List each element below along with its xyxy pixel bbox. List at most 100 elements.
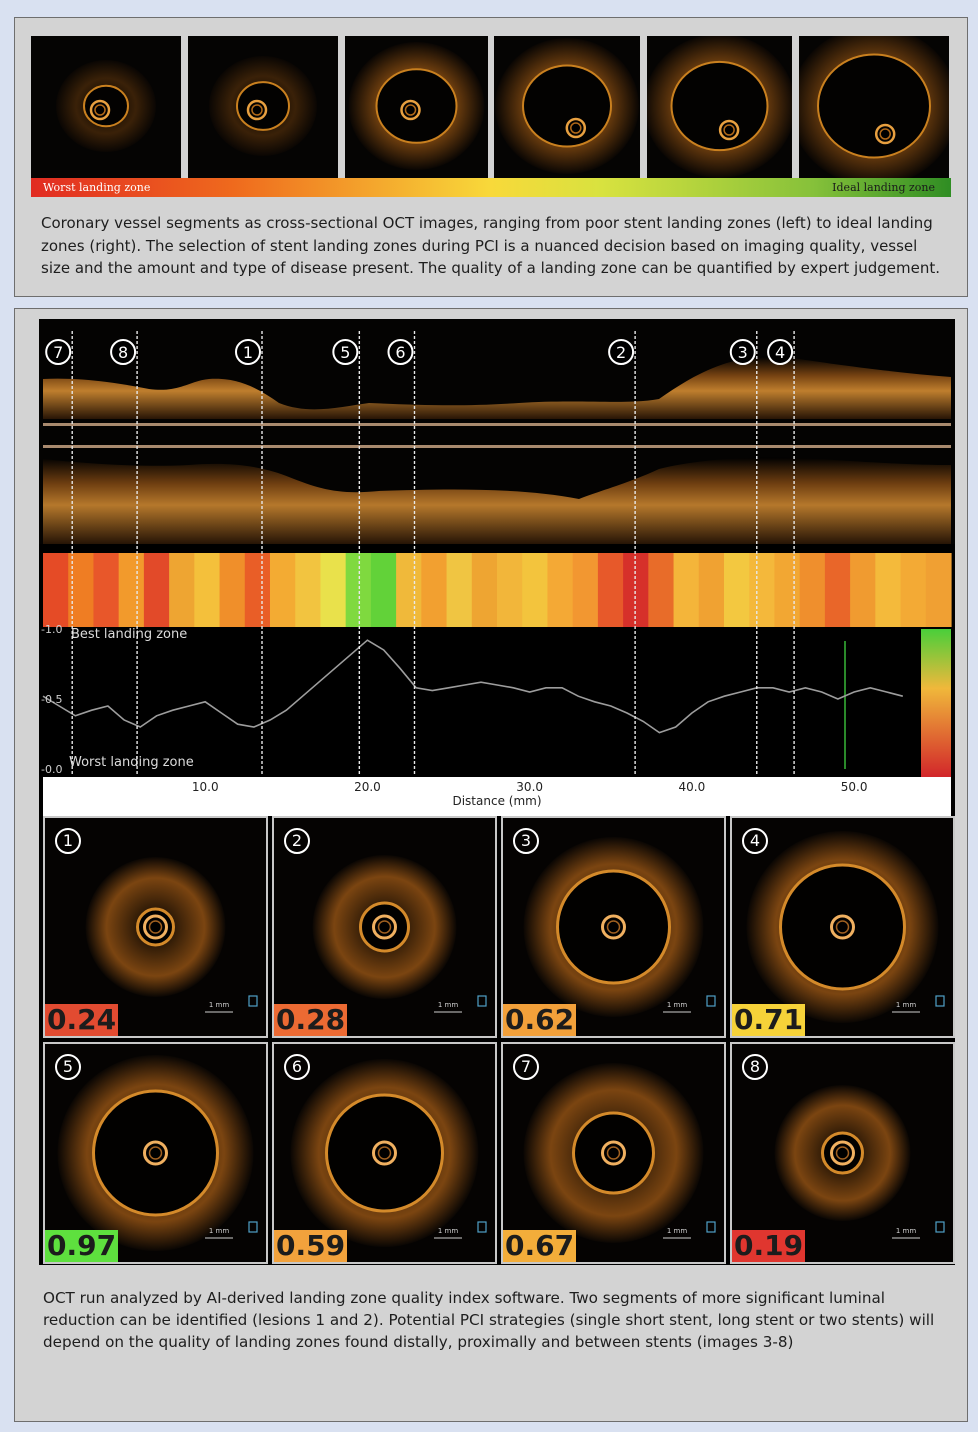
catheter-ring: [601, 914, 626, 940]
tile-number-circle: 6: [284, 1054, 310, 1080]
heatmap-cell: [446, 553, 473, 627]
vendor-logo-icon: [477, 1221, 487, 1233]
heatmap-cell: [925, 553, 952, 627]
oct-tile: 1 mm 5 0.97: [43, 1042, 268, 1264]
oct-thumbnail-strip: [31, 36, 951, 196]
lesion-marker-circle: [608, 339, 635, 365]
heatmap-cell: [93, 553, 120, 627]
vendor-logo-icon: [248, 1221, 258, 1233]
lesion-marker-number: 5: [340, 343, 350, 362]
oct-tile: 1 mm 2 0.28: [272, 816, 497, 1038]
oct-cross-section-image: [647, 36, 792, 178]
heatmap-cell: [522, 553, 549, 627]
x-tick-label: 30.0: [516, 780, 543, 794]
quality-heatmap-strip: [43, 553, 952, 627]
oct-tile: 1 mm 3 0.62: [501, 816, 726, 1038]
oct-cross-section-image: [209, 56, 317, 156]
heatmap-cell: [547, 553, 574, 627]
lesion-marker-circle: [45, 339, 72, 365]
tile-number-circle: 1: [55, 828, 81, 854]
scale-bar-label: 1 mm: [438, 1227, 458, 1235]
vendor-logo-icon: [706, 1221, 716, 1233]
quality-score-badge: 0.97: [45, 1229, 119, 1262]
heatmap-cell: [244, 553, 271, 627]
heatmap-cell: [143, 553, 170, 627]
landing-zone-gradient-bar: Worst landing zone Ideal landing zone: [31, 178, 951, 197]
quality-score-badge: 0.59: [274, 1229, 348, 1262]
heatmap-cell: [572, 553, 599, 627]
catheter-ring: [143, 914, 168, 940]
heatmap-cell: [850, 553, 876, 627]
oct-cross-section-image: 1 mm: [774, 1085, 945, 1239]
tile-number-circle: 5: [55, 1054, 81, 1080]
oct-cross-section-image: 1 mm: [523, 1063, 716, 1243]
top-caption: Coronary vessel segments as cross-sectio…: [41, 214, 940, 277]
vessel-lumen: [375, 68, 458, 144]
tile-number-circle: 8: [742, 1054, 768, 1080]
quality-score-badge: 0.62: [503, 1003, 577, 1036]
lesion-marker-number: 6: [395, 343, 405, 362]
oct-thumbnail: [188, 36, 338, 178]
y-tick-label: -0.5: [41, 693, 62, 706]
heatmap-cell: [118, 553, 145, 627]
worst-landing-zone-annotation: Worst landing zone: [69, 755, 194, 770]
tile-number-circle: 2: [284, 828, 310, 854]
lesion-marker-number: 8: [118, 343, 128, 362]
heatmap-cell: [320, 553, 347, 627]
catheter-core: [606, 920, 621, 934]
x-tick-label: 20.0: [354, 780, 381, 794]
quality-score-badge: 0.28: [274, 1003, 348, 1036]
oct-cross-section-image: [495, 38, 639, 174]
lesion-marker-circle: [387, 339, 414, 365]
oct-cross-section-image: 1 mm: [290, 1059, 487, 1247]
catheter-line-lower: [43, 445, 951, 448]
catheter-ring: [400, 99, 421, 121]
oct-cross-section-image: 1 mm: [85, 857, 258, 1013]
catheter-ring: [601, 1140, 626, 1166]
vessel-lumen: [522, 64, 612, 148]
vendor-logo-icon: [935, 995, 945, 1007]
lesion-marker-circle: [767, 339, 794, 365]
lesion-marker-circle: [235, 339, 261, 365]
tile-number-circle: 7: [513, 1054, 539, 1080]
heatmap-cell: [623, 553, 649, 627]
vendor-logo-icon: [248, 995, 258, 1007]
lower-vessel-wall: [43, 457, 951, 544]
oct-cross-section-image: 1 mm: [746, 831, 945, 1023]
catheter-ring: [565, 117, 587, 139]
catheter-core: [94, 104, 106, 116]
heatmap-cell: [497, 553, 523, 627]
oct-tile: 1 mm 7 0.67: [501, 1042, 726, 1264]
quality-score-badge: 0.19: [732, 1229, 806, 1262]
oct-cross-section-image: 1 mm: [523, 837, 716, 1017]
best-landing-zone-annotation: Best landing zone: [71, 627, 187, 642]
vessel-lumen: [236, 81, 290, 131]
oct-thumbnail: [494, 36, 640, 178]
oct-cross-section-image: 1 mm: [57, 1055, 258, 1251]
lesion-marker-circle: [110, 339, 137, 365]
vendor-logo-icon: [706, 995, 716, 1007]
scale-bar-label: 1 mm: [667, 1227, 687, 1235]
catheter-ring: [372, 914, 397, 940]
catheter-ring: [874, 123, 896, 145]
x-tick-label: 40.0: [679, 780, 706, 794]
oct-cross-section-image: [56, 60, 156, 152]
lesion-marker-number: 2: [616, 343, 626, 362]
tile-number-circle: 3: [513, 828, 539, 854]
oct-thumbnail: [799, 36, 949, 178]
catheter-core: [570, 122, 582, 134]
catheter-core: [879, 128, 891, 140]
quality-index-line: [42, 639, 904, 734]
catheter-ring: [830, 1140, 855, 1166]
oct-analysis-figure: -1.0 -0.5 -0.0 Best landing zone Worst landi…: [39, 319, 955, 1265]
catheter-core: [377, 1146, 392, 1160]
bottom-caption: OCT run analyzed by AI-derived landing z…: [43, 1289, 935, 1351]
heatmap-cell: [219, 553, 246, 627]
vendor-logo-icon: [477, 995, 487, 1007]
chart-plot-area: [39, 627, 955, 779]
x-axis-band: [43, 777, 951, 816]
heatmap-cell: [345, 553, 372, 627]
heatmap-cell: [698, 553, 725, 627]
quality-score-badge: 0.24: [45, 1003, 119, 1036]
heatmap-cell: [396, 553, 422, 627]
